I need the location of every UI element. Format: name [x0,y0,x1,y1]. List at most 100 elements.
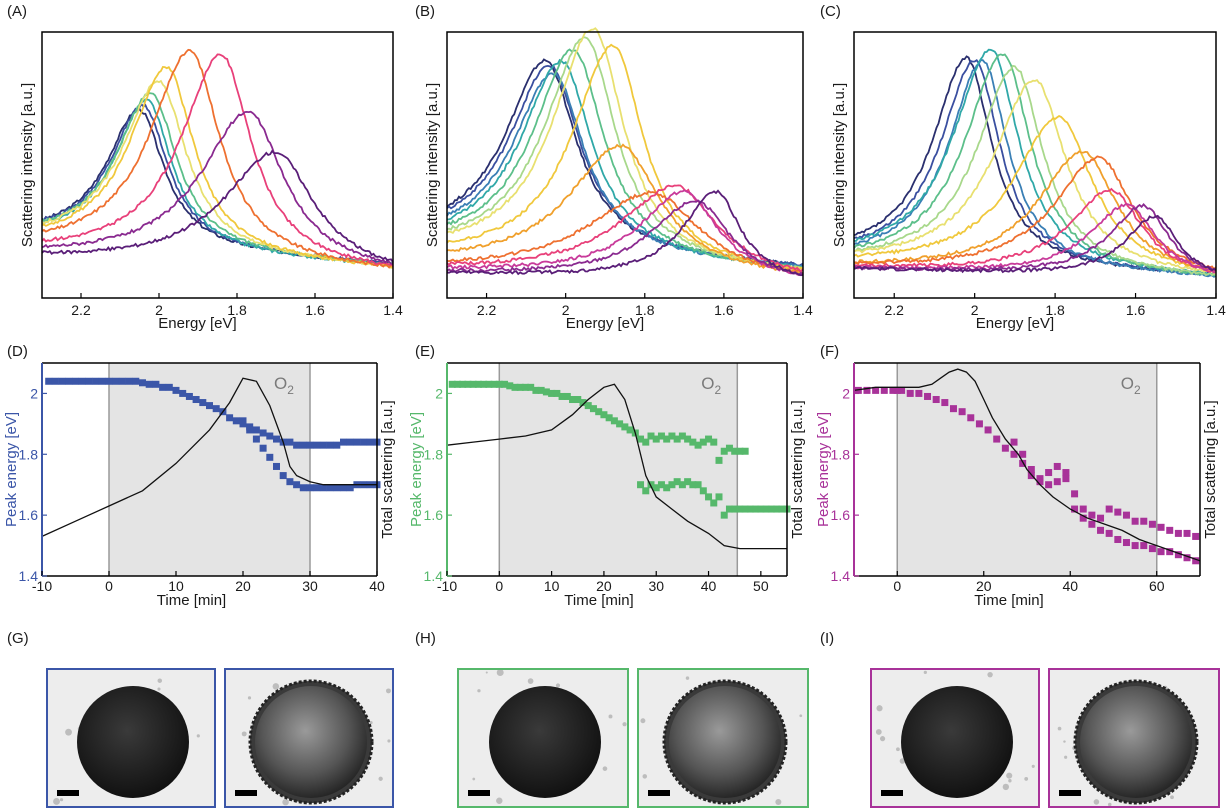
peak-energy-point [898,386,906,394]
debris-particle [282,798,289,806]
debris-particle [899,758,906,764]
x-tick-label: 0 [495,578,503,594]
spectrum-line-8 [853,114,1217,273]
peak-energy-point [159,383,167,391]
peak-energy-point [293,481,301,489]
debris-particle [1002,783,1010,791]
debris-particle [602,766,608,771]
debris-particle [378,776,383,781]
peak-energy-point [1114,535,1122,543]
peak-energy-point [192,396,200,404]
peak-energy-point [553,389,561,397]
peak-energy-point [637,481,645,489]
peak-energy-point [941,399,949,407]
debris-particle [775,799,782,806]
nanoparticle [77,686,189,798]
peak-energy-point [949,405,957,413]
oxygen-exposure-region [499,363,738,576]
peak-energy-point [1192,532,1200,540]
peak-energy-point [720,447,728,455]
panel-letter-f: (F) [820,343,840,360]
x-tick-label: 2.2 [71,302,91,318]
peak-energy-point [642,487,650,495]
debris-particle [608,714,613,719]
y-axis-label: Scattering intensity [a.u.] [424,83,441,247]
y-axis-label-right: Total scattering [a.u.] [379,400,396,538]
peak-energy-point [647,481,655,489]
peak-energy-point [286,478,294,486]
peak-energy-point [333,441,341,449]
peak-energy-point [626,426,634,434]
peak-energy-point [689,438,697,446]
spectrum-line-6 [41,65,394,269]
x-tick-label: 10 [544,578,560,594]
peak-energy-point [705,493,713,501]
peak-energy-point [1122,511,1130,519]
y-tick-label: 1.4 [424,568,444,584]
spectrum-line-3 [446,71,804,269]
spectrum-line-8 [446,43,804,272]
peak-energy-point [474,380,482,388]
peak-energy-point [226,414,234,422]
debris-particle [987,671,993,678]
peak-energy-point [872,386,880,394]
plot-frame [853,31,1217,299]
tem-image-h-after [637,668,809,808]
peak-energy-point [185,392,193,400]
peak-energy-point [340,438,347,446]
peak-energy-point [673,478,681,486]
debris-particle [685,676,690,680]
peak-energy-point [259,429,267,437]
scale-bar [468,790,490,796]
peak-energy-point [1088,511,1096,519]
peak-energy-point [694,441,702,449]
debris-particle [642,774,648,779]
x-axis-label: Energy [eV] [158,315,236,332]
peak-energy-point [668,432,676,440]
peak-energy-point [757,505,765,513]
x-axis-label: Time [min] [974,592,1043,609]
peak-energy-point [668,481,676,489]
peak-energy-point [1053,462,1061,470]
peak-energy-point [78,377,86,385]
plot-frame [446,31,804,299]
peak-energy-point [720,511,728,519]
x-tick-label: 2 [971,302,979,318]
peak-energy-point [448,380,456,388]
debris-particle [640,718,646,724]
peak-energy-point [605,414,613,422]
y-tick-label: 2 [30,385,38,401]
peak-energy-point [366,438,374,446]
peak-energy-point [637,435,645,443]
y-tick-label: 1.8 [424,446,444,462]
peak-energy-point [893,386,901,394]
spectra-plot-c: 2.2 2 1.8 1.6 1.4 Energy [eV] Scattering inten… [831,31,1226,332]
peak-energy-point [485,380,493,388]
y-axis-label-left: Peak energy [eV] [3,412,20,527]
peak-energy-point [652,435,660,443]
debris-particle [1008,779,1012,783]
peak-energy-point [889,386,897,394]
peak-energy-point [715,493,723,501]
y-axis-label: Scattering intensity [a.u.] [19,83,36,247]
peak-energy-point [105,377,113,385]
peak-energy-point [1045,481,1053,489]
debris-particle [241,731,247,737]
peak-energy-point [1062,475,1070,483]
peak-energy-point [924,392,932,400]
x-tick-label: 1.4 [793,302,813,318]
peak-energy-point [652,484,660,492]
peak-energy-point [600,411,608,419]
peak-energy-point [1148,545,1156,553]
debris-particle [1063,740,1066,743]
peak-energy-point [610,417,618,425]
spectrum-line-9 [853,150,1217,273]
x-tick-label: 30 [648,578,664,594]
y-tick-label: 1.6 [831,507,851,523]
scale-bar [881,790,903,796]
peak-energy-point [678,481,686,489]
x-tick-label: -10 [437,578,457,594]
peak-energy-point [206,402,213,410]
spectrum-line-11 [853,187,1217,273]
x-tick-label: 1.6 [305,302,325,318]
